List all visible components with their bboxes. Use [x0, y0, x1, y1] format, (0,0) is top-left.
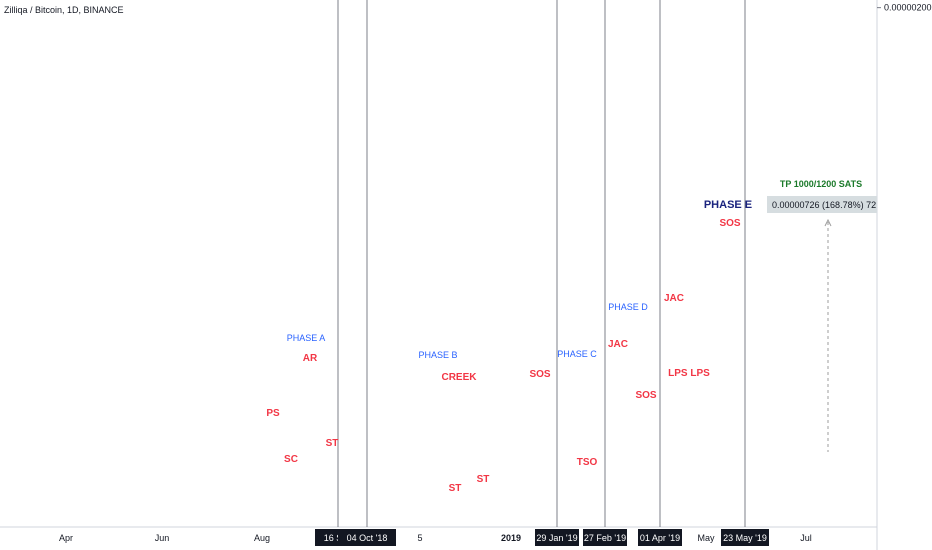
date-marker-badge	[535, 529, 579, 546]
date-marker-badge	[583, 529, 627, 546]
price-axis[interactable]: 0.000018000.000017000.000016000.00001500…	[877, 0, 932, 13]
date-marker-badge	[721, 529, 769, 546]
wyckoff-annotations: PHASE A PHASE B PHASE C PHASE D PHASE E AR PS S…	[266, 199, 752, 494]
wyckoff-event-label: LPS LPS	[668, 368, 710, 379]
target-label: TP 1000/1200 SATS	[780, 179, 862, 189]
wyckoff-event-label: PS	[266, 408, 280, 419]
wyckoff-event-label: CREEK	[441, 372, 477, 383]
price-tick-label: 0.00000200	[884, 3, 932, 13]
date-marker-label: 04 Oct '18	[347, 533, 388, 543]
time-tick-label: Jul	[800, 533, 812, 543]
wyckoff-event-label: SOS	[719, 218, 740, 229]
date-marker-label: 27 Feb '19	[584, 533, 626, 543]
phase-label: PHASE E	[704, 199, 752, 211]
time-tick-label: Aug	[254, 533, 270, 543]
date-marker-label: 29 Jan '19	[536, 533, 577, 543]
phase-label: PHASE D	[608, 302, 648, 312]
measurement-badge	[767, 196, 877, 213]
time-tick-label: Apr	[59, 533, 73, 543]
time-tick-label: 2019	[501, 533, 521, 543]
vertical-date-lines	[337, 0, 746, 527]
wyckoff-event-label: AR	[303, 353, 318, 364]
phase-label: PHASE C	[557, 349, 597, 359]
wyckoff-event-label: SC	[284, 454, 298, 465]
time-tick-label: May	[697, 533, 715, 543]
wyckoff-event-label: TSO	[577, 457, 598, 468]
date-marker-label: 01 Apr '19	[640, 533, 680, 543]
wyckoff-event-label: ST	[449, 483, 462, 494]
wyckoff-event-label: SOS	[635, 390, 656, 401]
time-tick-label: 5	[417, 533, 422, 543]
wyckoff-event-label: ST	[477, 474, 490, 485]
measurement-tool: TP 1000/1200 SATS 0.00000726 (168.78%) 72	[767, 179, 877, 452]
symbol-title[interactable]: Zilliqa / Bitcoin, 1D, BINANCE	[4, 5, 124, 15]
wyckoff-event-label: ST	[326, 438, 339, 449]
wyckoff-event-label: JAC	[664, 293, 684, 304]
date-marker-label: 23 May '19	[723, 533, 767, 543]
measurement-arrow-icon	[824, 218, 832, 227]
time-tick-label: Jun	[155, 533, 170, 543]
date-marker-badge	[338, 529, 396, 546]
phase-label: PHASE A	[287, 333, 326, 343]
date-marker-badge	[638, 529, 682, 546]
measurement-label: 0.00000726 (168.78%) 72	[772, 200, 876, 210]
wyckoff-event-label: SOS	[529, 369, 550, 380]
wyckoff-event-label: JAC	[608, 339, 628, 350]
phase-label: PHASE B	[418, 350, 457, 360]
